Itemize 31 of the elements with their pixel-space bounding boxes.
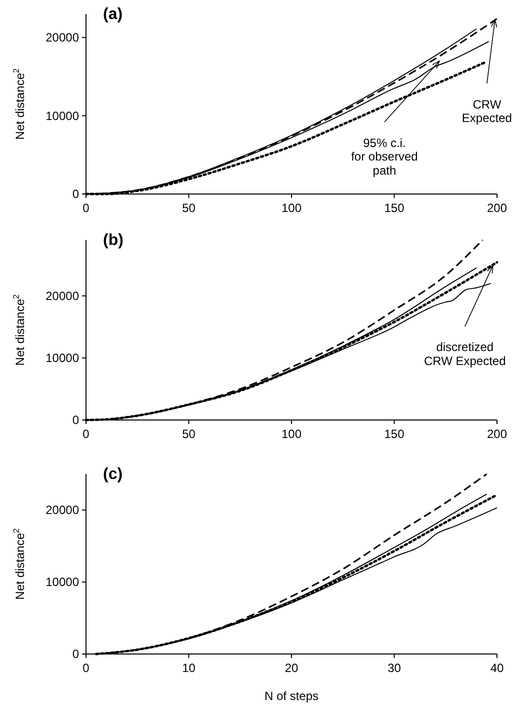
x-tick-label: 0 [82,427,90,441]
y-tick-label: 10000 [46,351,80,366]
x-tick-label: 100 [281,427,302,441]
chart-title: (a) [103,6,123,23]
x-tick-label: 0 [82,201,90,215]
x-tick-label: 10 [182,661,196,675]
y-tick-label: 20000 [46,503,80,518]
annotation: 95% c.i. for observed path [351,136,418,178]
x-tick-label: 150 [384,201,405,215]
y-tick-label: 20000 [46,30,80,45]
annotation: CRW Expected [462,97,512,126]
x-tick-label: 50 [182,427,196,441]
y-tick-label: 20000 [46,289,80,304]
chart-title: (b) [103,232,124,249]
x-tick-label: 0 [82,661,90,675]
x-tick-label: 100 [281,201,302,215]
x-tick-label: 40 [490,661,504,675]
x-tick-label: 30 [388,661,402,675]
x-tick-label: 50 [182,201,196,215]
x-tick-label: 200 [486,427,508,441]
y-tick-label: 0 [72,413,80,428]
x-tick-label: 20 [284,661,298,675]
y-tick-label: 10000 [46,108,80,123]
x-tick-label: 150 [384,427,405,441]
y-tick-label: 0 [72,647,80,662]
chart-title: (c) [103,466,123,483]
y-tick-label: 0 [72,187,80,202]
annotation: discretized CRW Expected [424,340,506,368]
x-tick-label: 200 [486,201,508,215]
y-tick-label: 10000 [46,575,80,590]
x-axis-title: N of steps [264,689,319,703]
